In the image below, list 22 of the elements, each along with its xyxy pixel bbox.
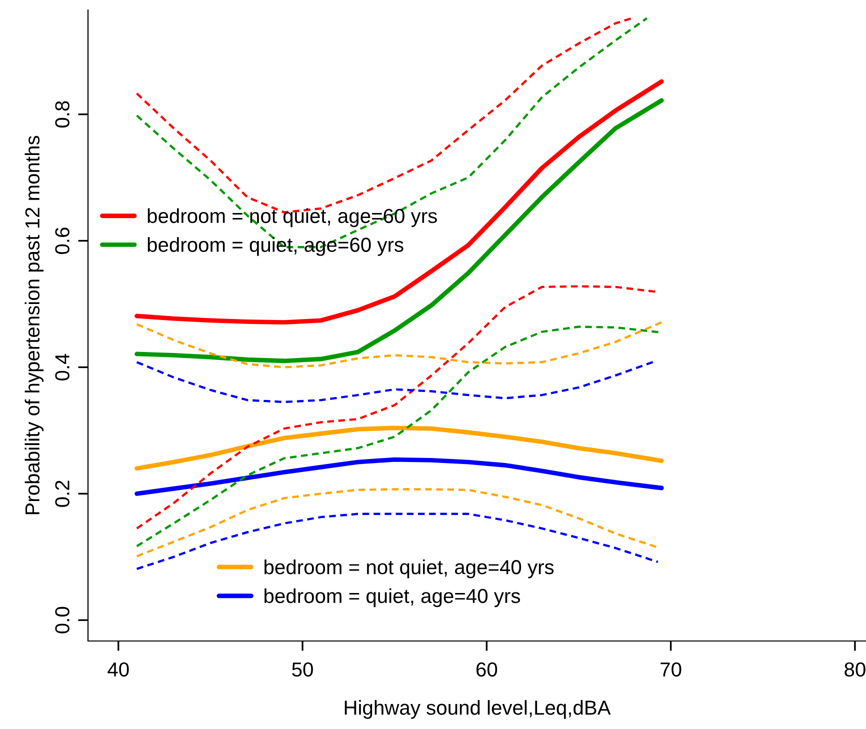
line-series [134,426,664,471]
line-series [134,79,664,325]
y-tick-label: 0.8 [55,101,70,128]
x-tick-label: 50 [292,662,313,677]
line-series [134,457,664,496]
x-tick-label: 70 [660,662,682,677]
legend-label: bedroom = quiet, age=60 yrs [148,237,404,256]
legend-label: bedroom = not quiet, age=60 yrs [148,208,437,228]
legend-label: bedroom = not quiet, age=40 yrs [264,559,554,578]
line-series [136,321,663,368]
x-tick-label: 80 [844,662,866,677]
x-tick-label: 60 [476,662,498,677]
y-axis-title: Probability of hypertension past 12 months [24,136,44,514]
y-tick-label: 0.2 [55,480,70,507]
y-tick-label: 0.4 [55,354,70,380]
x-tick-label: 40 [108,662,129,677]
line-series [134,98,664,364]
legend-label: bedroom = quiet, age=40 yrs [264,588,520,608]
x-axis-title: Highway sound level,Leq,dBA [344,700,611,719]
y-tick-label: 0.0 [55,606,70,634]
line-series [136,488,660,558]
y-tick-label: 0.6 [55,228,70,254]
